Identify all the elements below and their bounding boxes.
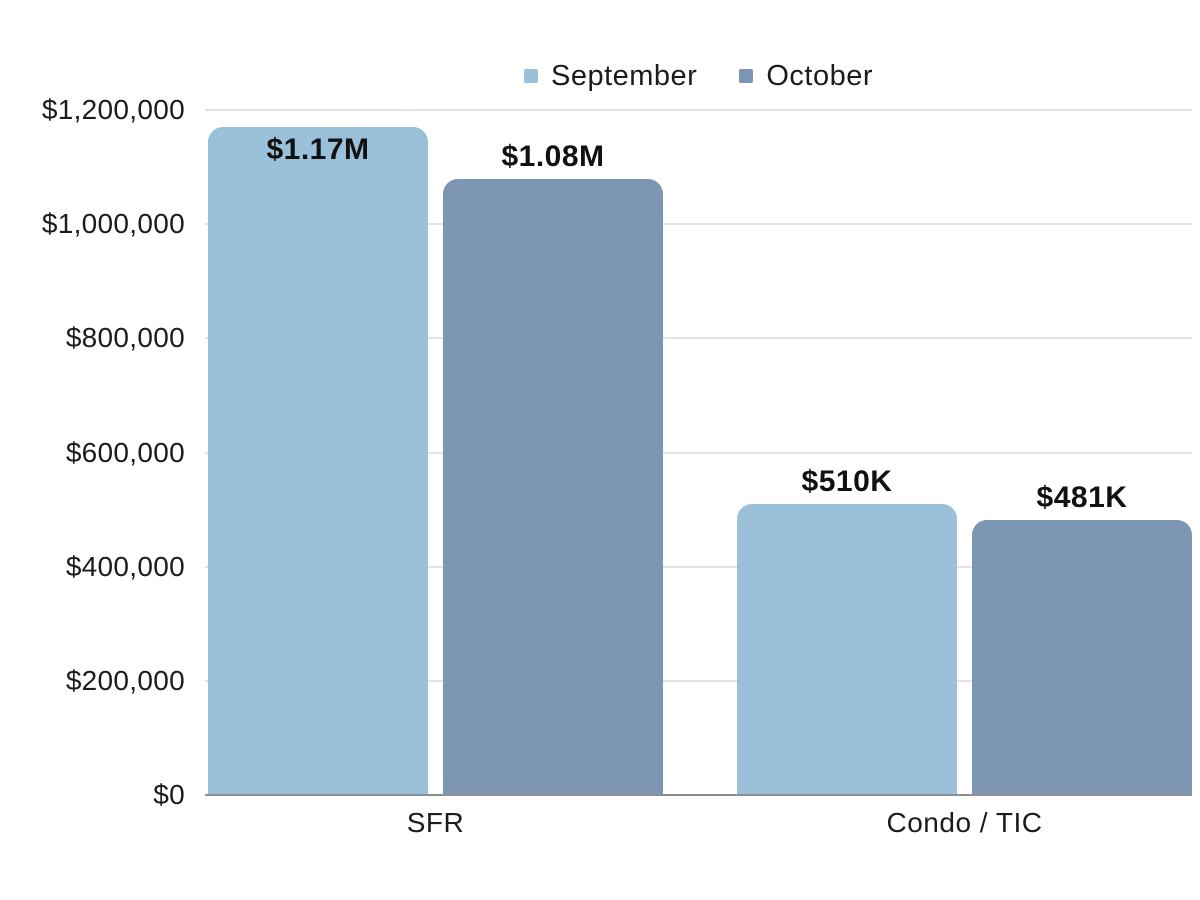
gridline [205,109,1192,111]
legend-label: September [550,59,698,92]
gridline [205,451,1192,454]
bar-value-label: $1.08M [501,139,605,173]
x-axis-line [205,794,1192,796]
bar-october-sfr [443,178,663,795]
bar-september-sfr [208,127,428,795]
y-axis-tick-label: $1,200,000 [41,94,185,125]
bar-october-condo-tic [972,520,1192,795]
y-axis-tick-label: $600,000 [65,436,185,468]
y-axis-tick-label: $400,000 [65,550,185,582]
legend-label: October [766,59,874,92]
gridline [205,565,1192,568]
x-axis-category-label: Condo / TIC [886,807,1043,838]
x-axis-category-label: SFR [406,807,465,838]
legend-item-october: October [739,60,873,93]
gridline [205,679,1192,682]
y-axis-tick-label: $1,000,000 [41,208,185,240]
bar-value-label: $510K [801,464,893,498]
y-axis-tick-label: $800,000 [65,322,185,354]
legend-swatch-icon [739,69,754,83]
y-axis-tick-label: $0 [153,779,185,810]
bar-september-condo-tic [737,503,957,795]
gridline [205,337,1192,340]
legend-item-september: September [523,59,698,93]
bar-value-label: $1.17M [266,133,370,167]
y-axis-tick-label: $200,000 [65,664,185,696]
legend-swatch-icon [523,69,538,83]
chart-legend: September October [205,56,1192,96]
gridline [205,223,1192,226]
bar-value-label: $481K [1036,481,1128,515]
